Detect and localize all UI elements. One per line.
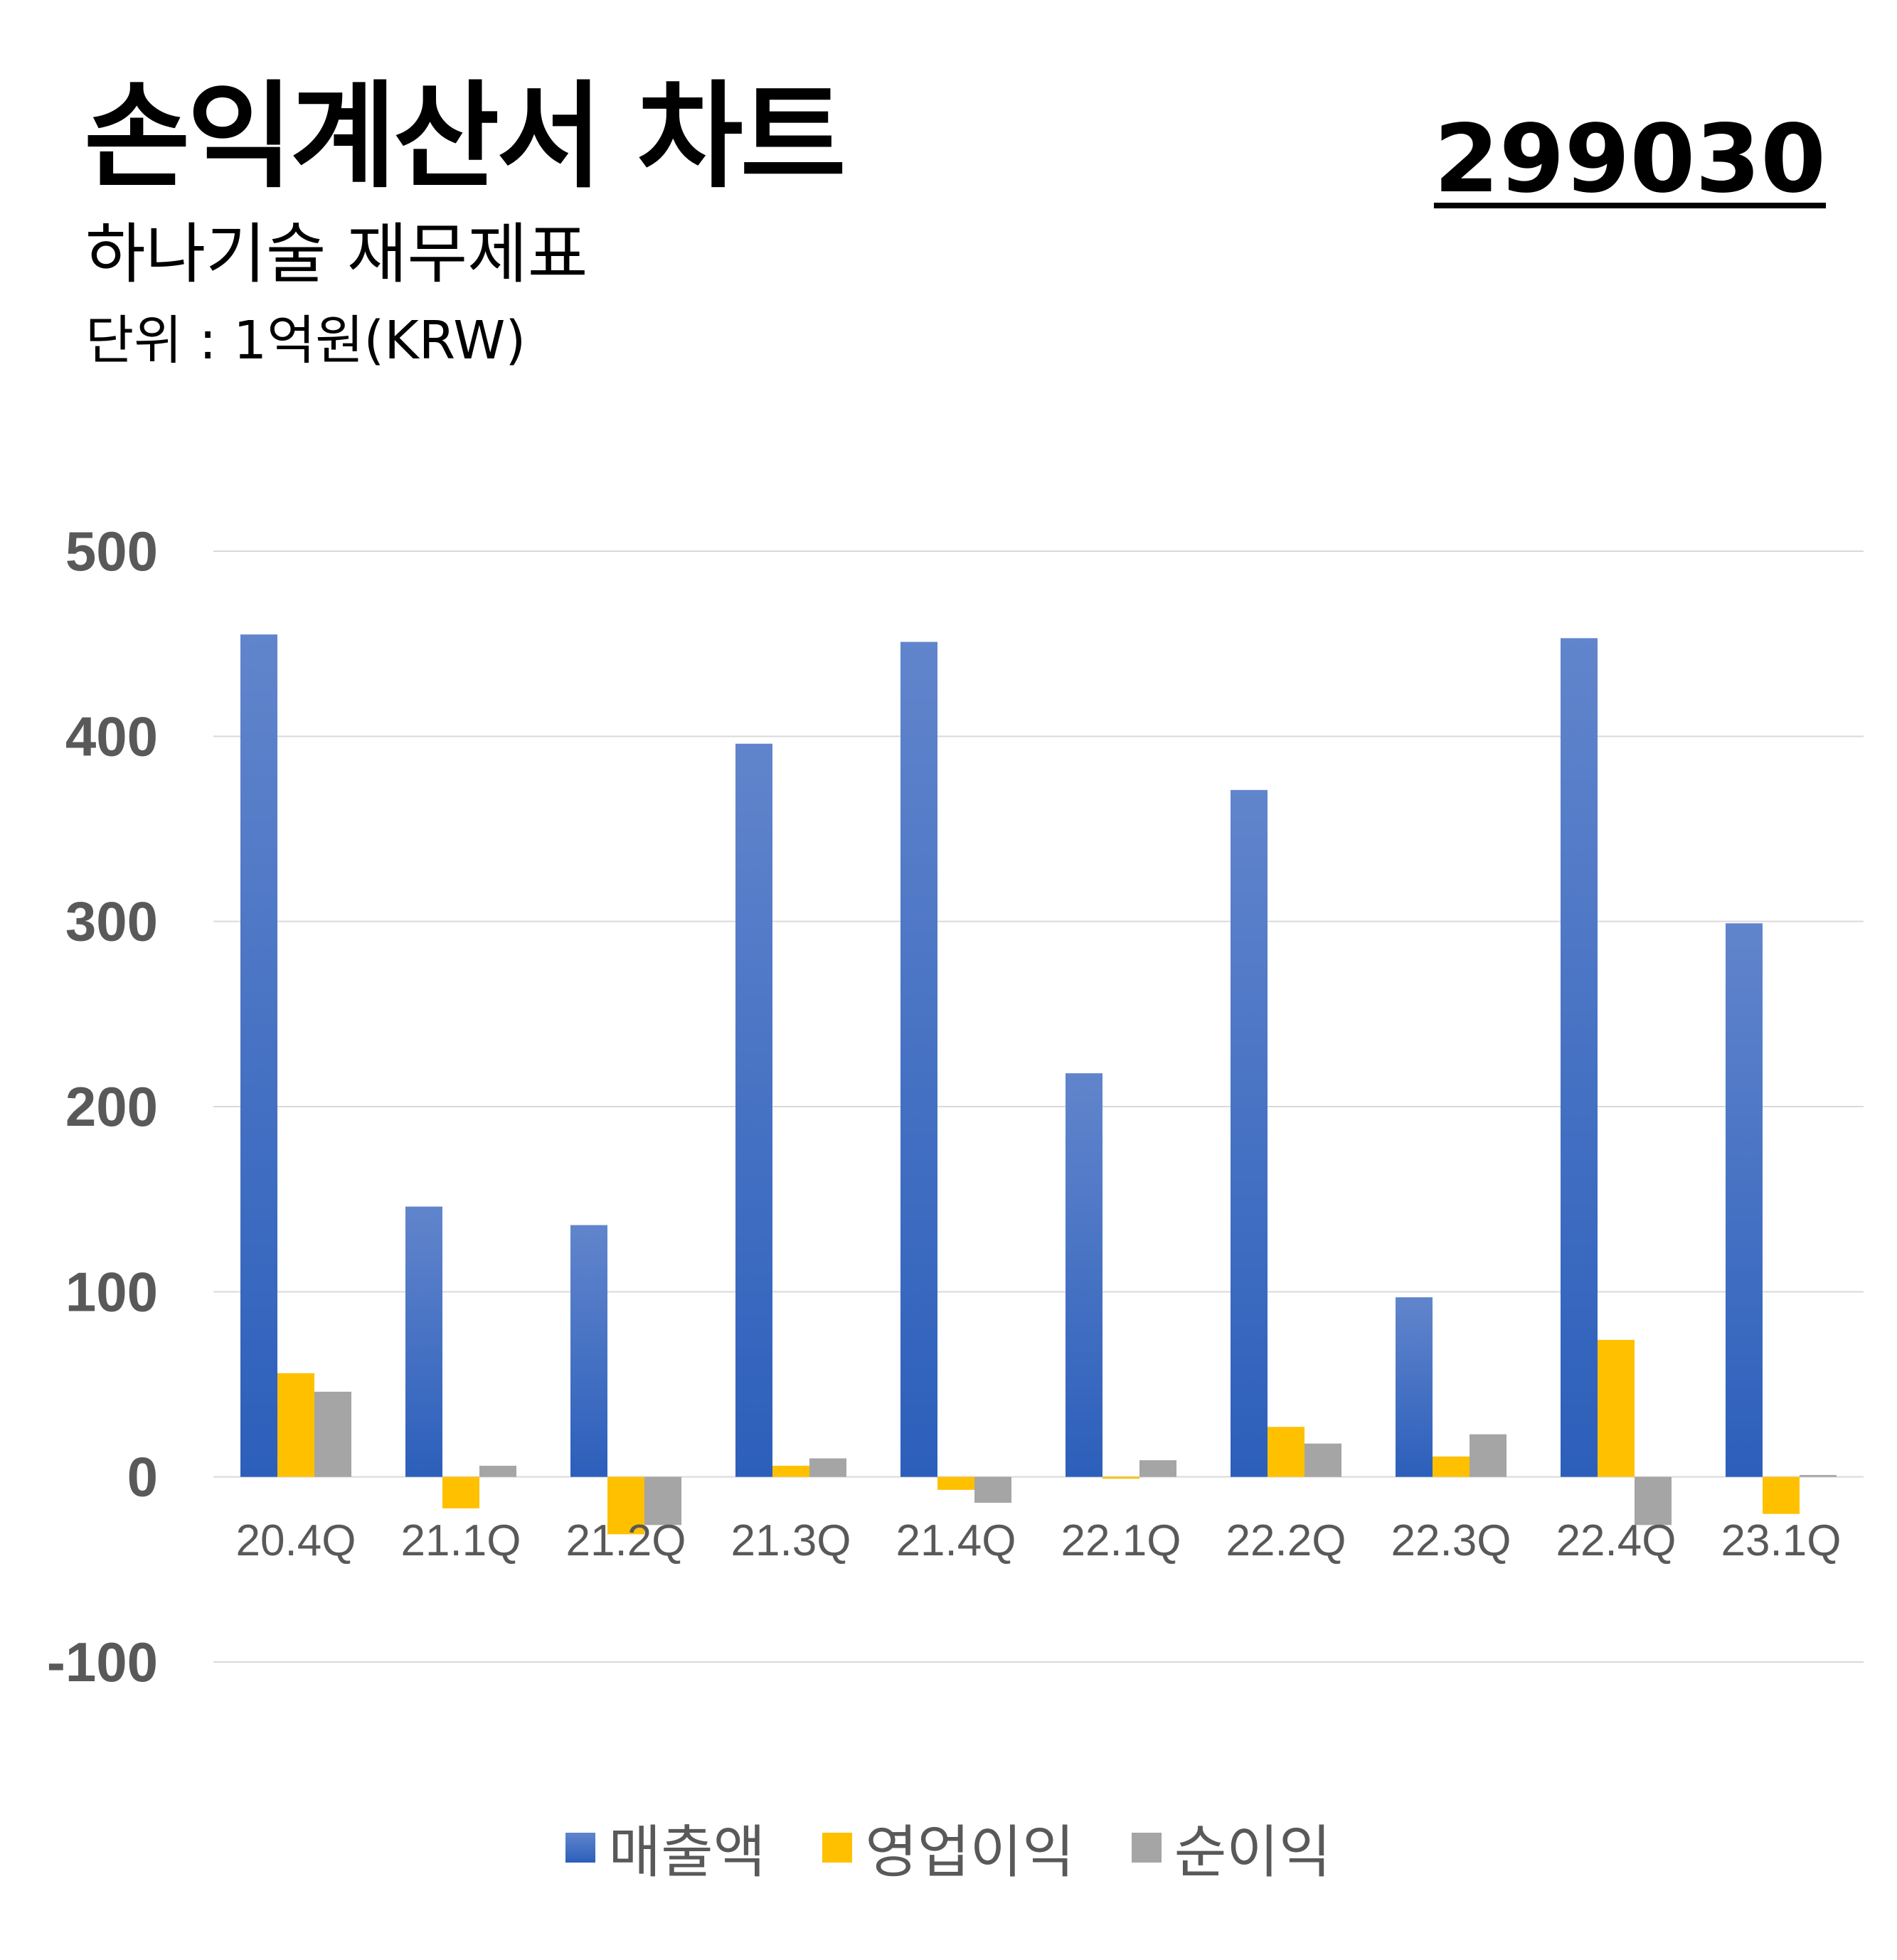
x-tick-label: 22.3Q (1391, 1516, 1511, 1565)
bar-operating (277, 1373, 314, 1477)
x-tick-label: 21.1Q (401, 1516, 521, 1565)
legend-swatch-revenue (565, 1833, 596, 1863)
bar-operating (607, 1476, 644, 1535)
bar-operating (1268, 1427, 1304, 1477)
legend-label-net: 순이익 (1174, 1819, 1332, 1885)
y-axis-ticks: 500 400 300 200 100 0 -100 (47, 520, 158, 1693)
y-tick-label: 500 (65, 520, 158, 582)
unit-label: 단위 : 1억원(KRW) (85, 310, 526, 371)
bar-revenue (570, 1225, 607, 1477)
bar-net (314, 1391, 351, 1477)
x-tick-label: 22.1Q (1061, 1516, 1181, 1565)
x-tick-label: 22.2Q (1226, 1516, 1346, 1565)
bar-revenue (1396, 1297, 1433, 1477)
bar-net (809, 1458, 846, 1477)
x-axis-ticks: 20.4Q 21.1Q 21.2Q 21.3Q 21.4Q 22.1Q 22.2Q 22.3Q… (236, 1516, 1842, 1565)
bar-operating (1102, 1476, 1139, 1479)
bar-operating (1763, 1476, 1800, 1514)
bar-operating (442, 1476, 479, 1508)
bar-net (1470, 1434, 1507, 1477)
y-tick-label: 400 (65, 705, 158, 767)
bar-revenue (1231, 789, 1268, 1477)
y-tick-label: 200 (65, 1075, 158, 1138)
x-tick-label: 23.1Q (1721, 1516, 1842, 1565)
legend-item-operating: 영업이익 (822, 1806, 1075, 1889)
bar-operating (1433, 1456, 1470, 1477)
bar-net (479, 1466, 516, 1477)
bar-operating (1598, 1340, 1635, 1477)
bar-revenue (1726, 923, 1763, 1477)
x-tick-label: 22.4Q (1556, 1516, 1677, 1565)
legend-swatch-net (1131, 1833, 1162, 1863)
bar-net (1800, 1475, 1837, 1477)
x-tick-label: 21.3Q (731, 1516, 851, 1565)
y-tick-label: 100 (65, 1260, 158, 1323)
chart-subtitle: 하나기술 재무제표 (85, 216, 588, 292)
bar-revenue (1066, 1073, 1102, 1477)
x-tick-label: 20.4Q (236, 1516, 356, 1565)
legend-swatch-operating (822, 1833, 853, 1863)
bar-net (1635, 1476, 1672, 1525)
y-tick-label: 0 (127, 1446, 158, 1508)
legend-label-operating: 영업이익 (865, 1819, 1075, 1885)
bar-revenue (1561, 638, 1598, 1477)
legend-item-revenue: 매출액 (565, 1806, 765, 1889)
bar-revenue (900, 641, 937, 1477)
y-tick-label: 300 (65, 890, 158, 953)
legend: 매출액 영업이익 순이익 (0, 1806, 1897, 1889)
bar-net (1304, 1443, 1341, 1477)
chart-title: 손익계산서 차트 (84, 70, 846, 204)
stock-code: 299030 (1433, 105, 1826, 214)
bar-operating (937, 1476, 974, 1490)
bar-net (644, 1476, 681, 1525)
bar-revenue (240, 634, 277, 1477)
y-tick-label: -100 (47, 1631, 158, 1693)
legend-label-revenue: 매출액 (608, 1819, 766, 1885)
bar-revenue (405, 1206, 442, 1477)
bar-operating (772, 1466, 809, 1477)
x-tick-label: 21.4Q (896, 1516, 1016, 1565)
legend-item-net: 순이익 (1131, 1806, 1332, 1889)
bar-net (974, 1476, 1011, 1503)
x-tick-label: 21.2Q (566, 1516, 686, 1565)
bar-revenue (735, 743, 772, 1477)
bars (240, 634, 1837, 1535)
bar-net (1139, 1460, 1176, 1477)
